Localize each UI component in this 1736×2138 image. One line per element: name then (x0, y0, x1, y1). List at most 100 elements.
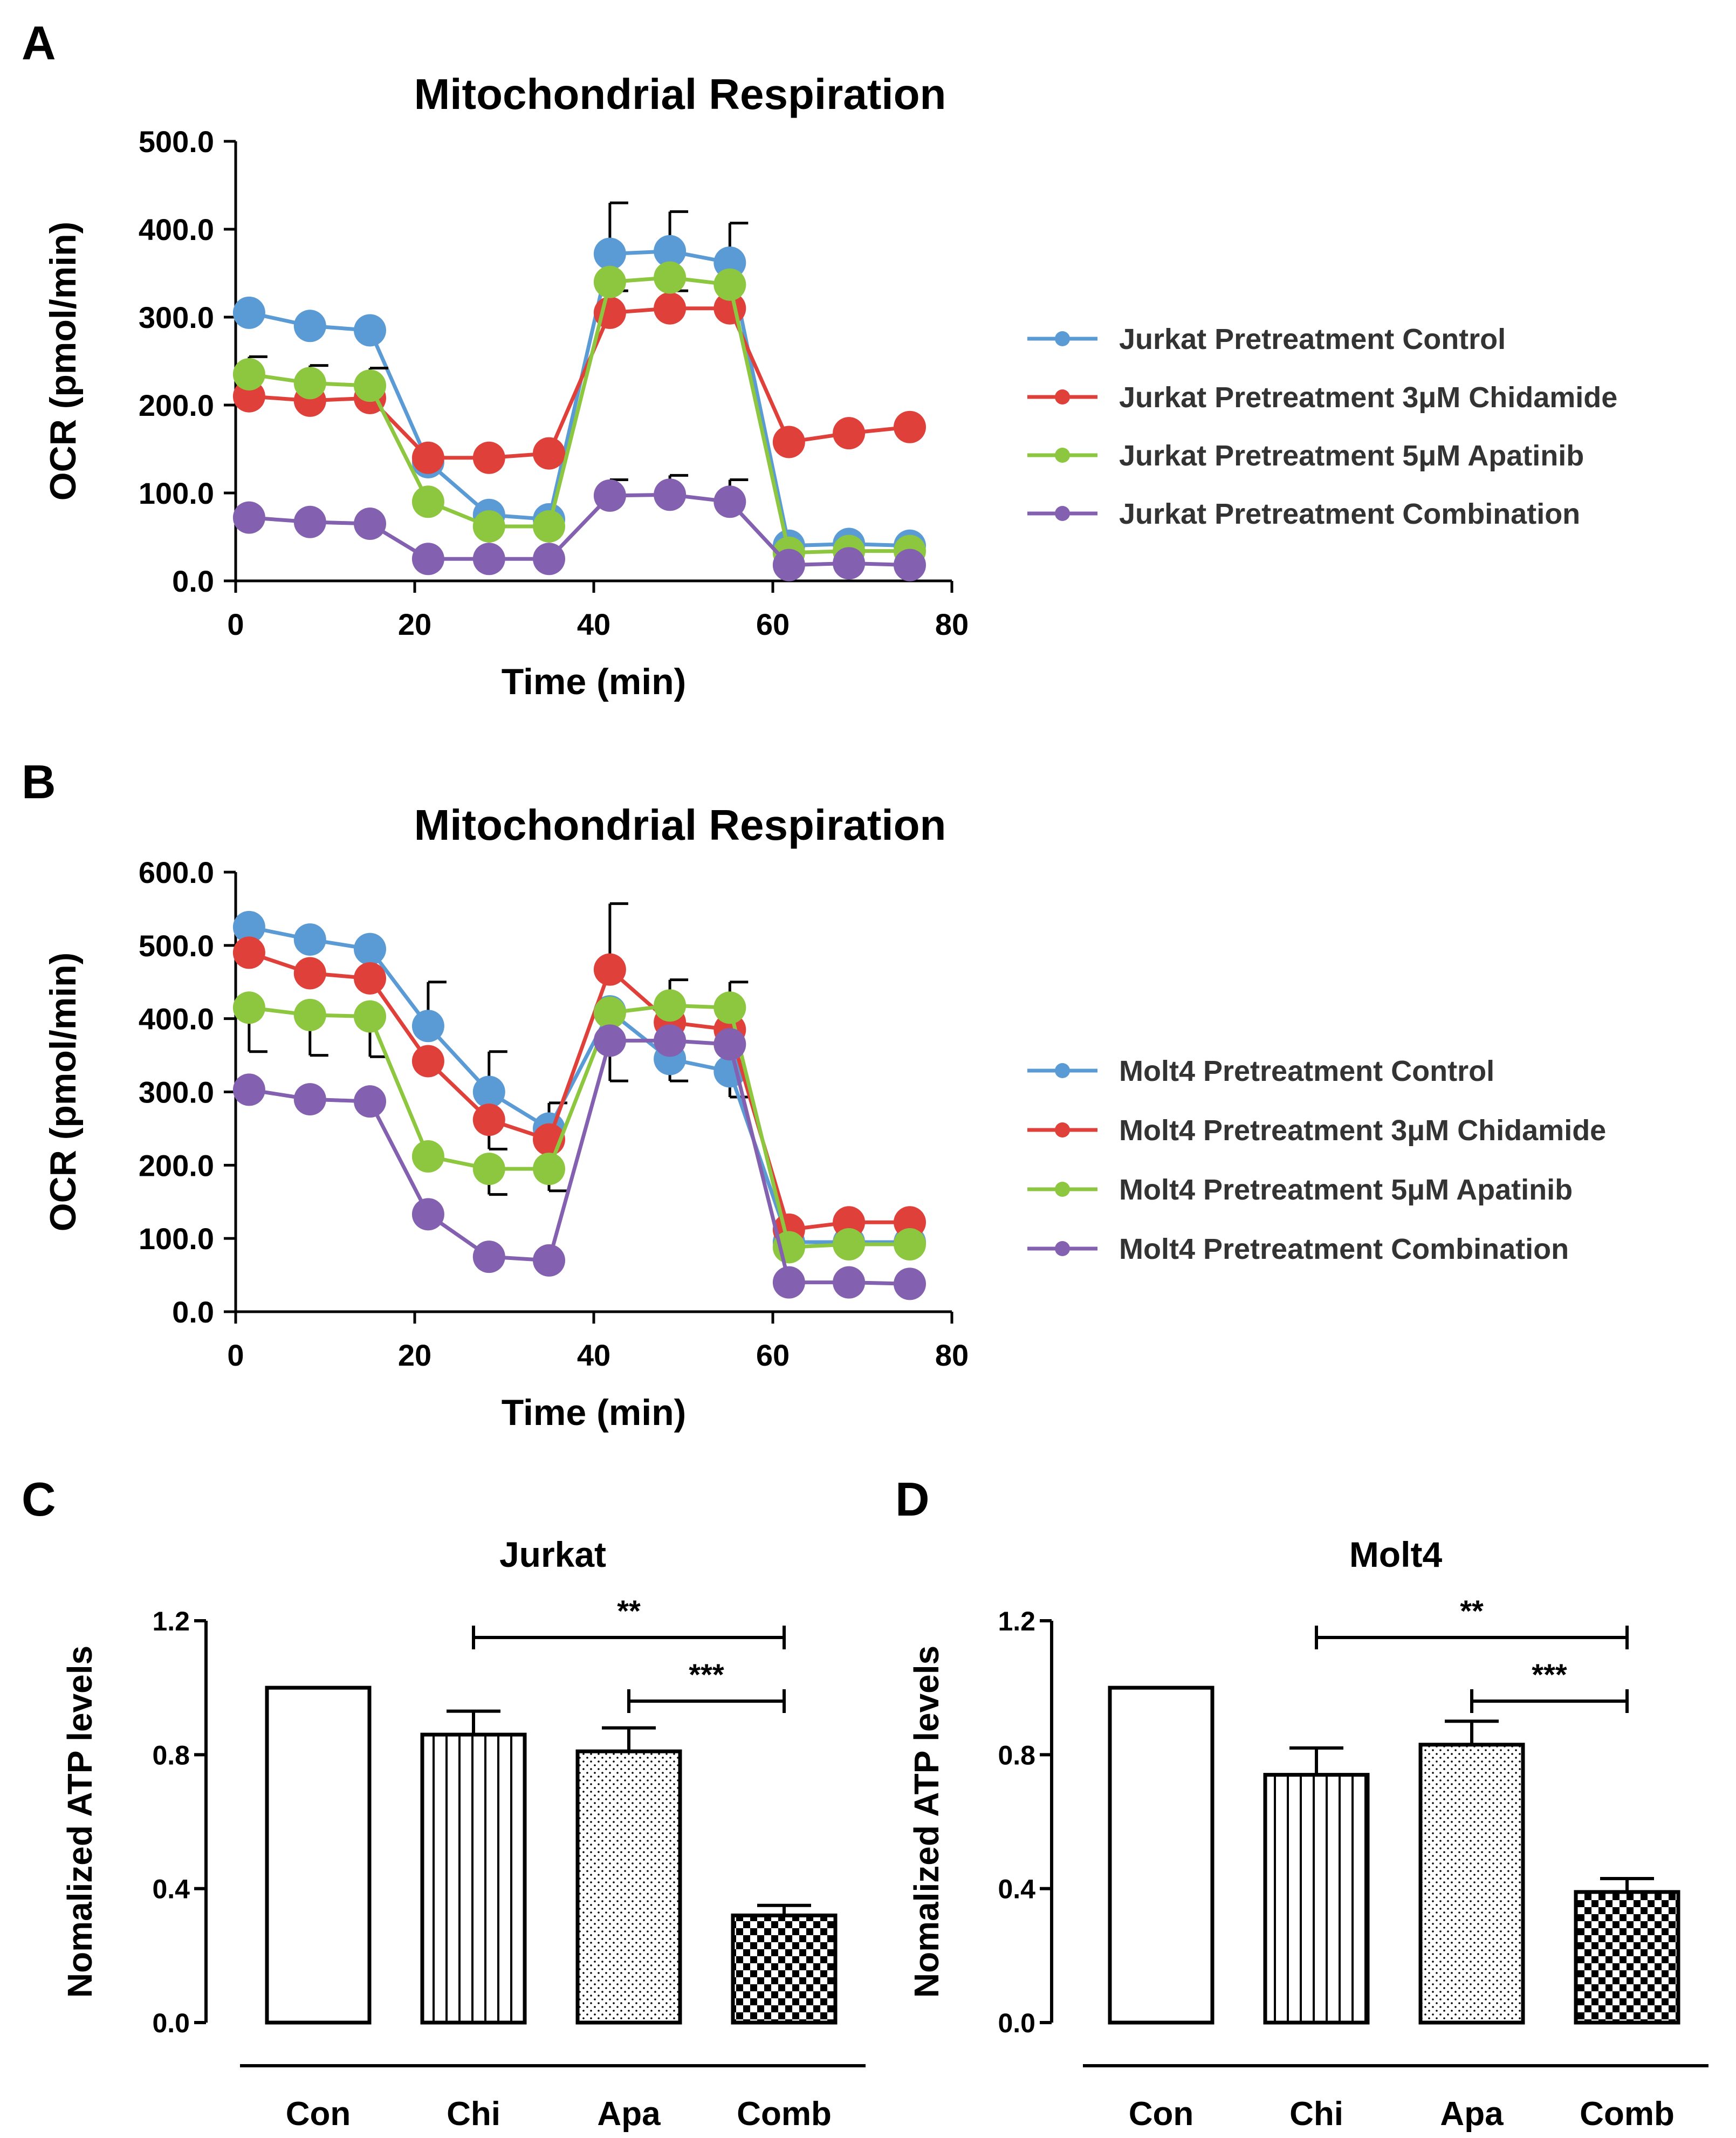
bar-chi (420, 1732, 527, 2025)
x-tick-label: 80 (935, 1338, 969, 1372)
data-point (713, 1028, 746, 1061)
y-tick-label: 0.4 (152, 1874, 190, 1904)
series-3 (232, 978, 926, 1264)
data-point (654, 235, 687, 268)
series-line (249, 925, 910, 1244)
data-point (593, 265, 626, 298)
data-point (654, 478, 687, 511)
y-tick-label: 0.8 (998, 1740, 1035, 1770)
data-point (833, 547, 866, 580)
legend-marker (1055, 506, 1070, 521)
x-axis-label: Time (min) (502, 661, 687, 702)
legend-label: Molt4 Pretreatment Control (1119, 1055, 1494, 1087)
data-point (654, 1024, 687, 1057)
data-point (654, 261, 687, 294)
data-point (293, 1083, 326, 1116)
data-point (293, 957, 326, 990)
y-tick-label: 1.2 (152, 1606, 190, 1636)
legend-marker (1055, 389, 1070, 405)
data-point (893, 549, 926, 581)
y-tick-label: 400.0 (139, 213, 214, 246)
data-point (354, 1085, 386, 1118)
data-point (411, 1198, 444, 1231)
data-point (593, 953, 626, 986)
data-point (411, 485, 444, 518)
series-line (249, 276, 910, 555)
chart-c-jurkat-atp: Jurkat 0.0 0.4 0.8 1.2 Nomalized ATP levels Co… (60, 1534, 866, 2133)
data-point (354, 1000, 386, 1033)
data-point (472, 1241, 505, 1273)
y-tick-label: 0.0 (152, 2008, 190, 2038)
data-point (533, 437, 565, 470)
panel-label-a: A (22, 16, 56, 70)
category-label: Comb (1580, 2095, 1675, 2133)
data-point (411, 1045, 444, 1078)
data-point (232, 1073, 265, 1106)
data-point (232, 910, 265, 943)
y-tick-label: 500.0 (139, 929, 214, 963)
data-point (354, 369, 386, 402)
data-point (472, 543, 505, 575)
significance-label: ** (617, 1594, 641, 1628)
chart-title: Mitochondrial Respiration (414, 70, 946, 118)
legend-label: Jurkat Pretreatment 5μM Apatinib (1119, 440, 1584, 472)
data-point (472, 1104, 505, 1136)
data-point (411, 441, 444, 474)
data-point (232, 296, 265, 329)
panel-label-b: B (22, 755, 56, 808)
data-point (354, 962, 386, 995)
data-point (893, 1228, 926, 1261)
data-point (293, 367, 326, 400)
data-point (472, 1153, 505, 1186)
data-point (833, 417, 866, 450)
legend-label: Jurkat Pretreatment 3μM Chidamide (1119, 381, 1617, 414)
y-tick-label: 100.0 (139, 476, 214, 510)
data-point (593, 237, 626, 270)
y-tick-label: 1.2 (998, 1606, 1035, 1636)
x-tick-label: 60 (756, 607, 790, 641)
legend-marker (1055, 1063, 1070, 1078)
legend-marker (1055, 1241, 1070, 1256)
panel-label-c: C (22, 1472, 56, 1526)
data-point (893, 410, 926, 443)
data-point (713, 991, 746, 1024)
data-point (232, 936, 265, 969)
y-tick-label: 300.0 (139, 1075, 214, 1109)
y-tick-label: 0.8 (152, 1740, 190, 1770)
bar-apa (575, 1749, 682, 2025)
series-2 (232, 902, 926, 1246)
x-tick-label: 80 (935, 607, 969, 641)
data-point (293, 923, 326, 956)
y-tick-label: 0.4 (998, 1874, 1035, 1904)
y-tick-label: 0.0 (172, 564, 214, 598)
data-point (354, 933, 386, 965)
data-point (232, 358, 265, 390)
data-point (833, 1228, 866, 1261)
y-tick-label: 600.0 (139, 855, 214, 889)
data-point (713, 485, 746, 518)
data-point (533, 510, 565, 543)
chart-d-molt4-atp: Molt4 0.0 0.4 0.8 1.2 Nomalized ATP levels Con… (907, 1534, 1708, 2133)
bar-apa (1418, 1743, 1525, 2025)
legend-marker (1055, 1122, 1070, 1137)
chart-title: Mitochondrial Respiration (414, 801, 946, 849)
x-axis-label: Time (min) (502, 1392, 687, 1433)
legend-marker (1055, 1182, 1070, 1197)
category-label: Con (1129, 2095, 1194, 2133)
data-point (293, 505, 326, 538)
data-point (232, 501, 265, 534)
data-point (472, 1075, 505, 1108)
series-4 (232, 1024, 926, 1300)
x-tick-label: 0 (227, 1338, 244, 1372)
data-point (654, 292, 687, 325)
data-point (533, 1244, 565, 1277)
chart-title: Molt4 (1349, 1534, 1443, 1574)
bar-chi (1263, 1773, 1370, 2025)
chart-title: Jurkat (499, 1534, 606, 1574)
data-point (411, 543, 444, 575)
bar-comb (731, 1913, 838, 2025)
legend-label: Jurkat Pretreatment Combination (1119, 498, 1580, 530)
bar-con (1108, 1685, 1214, 2025)
y-tick-label: 0.0 (172, 1295, 214, 1329)
data-point (772, 426, 805, 458)
